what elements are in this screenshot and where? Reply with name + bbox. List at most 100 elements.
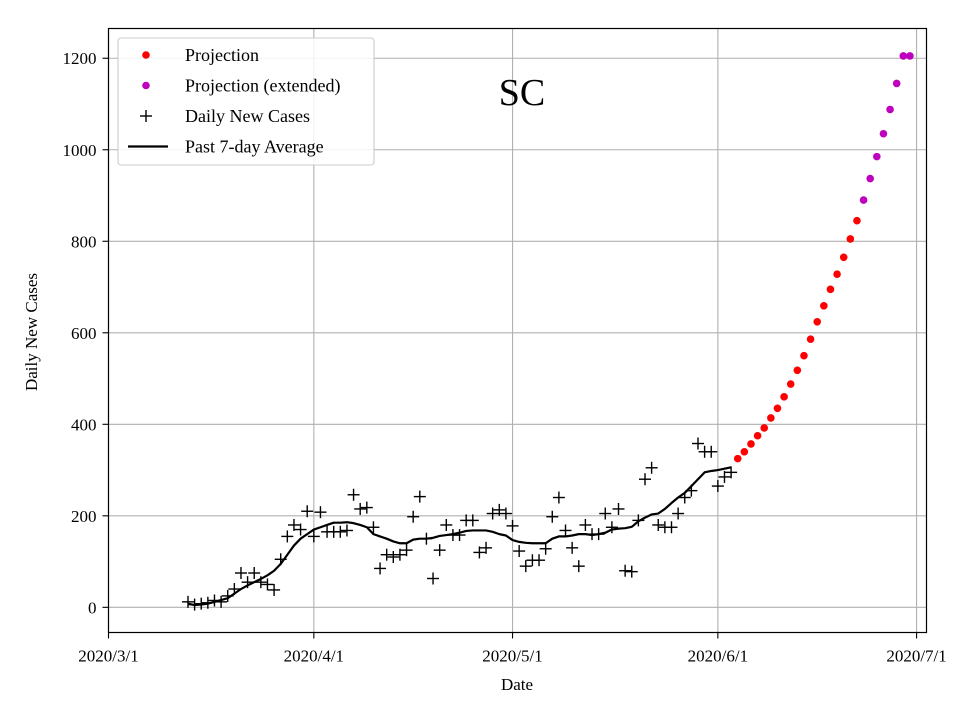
- projection-point: [826, 285, 835, 294]
- projection-point: [833, 270, 841, 279]
- daily-new-cases-point: [652, 518, 665, 531]
- daily-new-cases-point: [301, 505, 314, 518]
- daily-new-cases-point: [307, 530, 320, 543]
- projection-point: [806, 335, 815, 343]
- projection-extended-point: [886, 105, 894, 114]
- legend-label: Past 7-day Average: [185, 137, 324, 157]
- projection-point: [753, 431, 762, 440]
- daily-new-cases-point: [473, 546, 486, 559]
- daily-new-cases-point: [334, 525, 347, 538]
- daily-new-cases-point: [506, 519, 519, 532]
- daily-new-cases-point: [619, 564, 632, 577]
- projection-point: [839, 253, 848, 262]
- daily-new-cases-point: [665, 521, 678, 534]
- projection-point: [786, 380, 795, 388]
- projection-point: [793, 366, 802, 375]
- daily-new-cases-point: [572, 560, 585, 573]
- legend-box: [117, 37, 375, 166]
- daily-new-cases-point: [612, 502, 625, 515]
- plot-frame: [107, 27, 928, 634]
- daily-new-cases-point: [599, 507, 612, 520]
- legend: Projection Projection (extended) Daily New…: [117, 37, 375, 166]
- legend-marker-dot: [142, 81, 150, 90]
- daily-new-cases-point: [433, 544, 446, 557]
- legend-label: Daily New Cases: [185, 106, 310, 126]
- projection-point: [773, 404, 782, 413]
- y-tick-label: 600: [71, 324, 97, 343]
- projection-point: [780, 393, 788, 401]
- chart-title: SC: [499, 72, 545, 114]
- daily-new-cases-point: [234, 567, 247, 580]
- axis-ticks: 2020/3/1 2020/4/1 2020/5/1 2020/6/1 2020/7/1…: [63, 49, 947, 665]
- legend-marker-dot: [142, 51, 150, 59]
- daily-new-cases-point: [440, 518, 453, 531]
- projection-extended-point: [873, 152, 881, 161]
- daily-new-cases-point: [711, 480, 724, 493]
- daily-new-cases-point: [413, 490, 426, 503]
- y-tick-label: 1200: [63, 49, 97, 68]
- projection-point: [820, 301, 828, 310]
- daily-new-cases-point: [552, 491, 565, 504]
- daily-new-cases-point: [400, 544, 413, 557]
- projection-point: [740, 447, 749, 456]
- daily-new-cases-point: [519, 560, 532, 573]
- daily-new-cases-point: [340, 524, 353, 537]
- daily-new-cases-point: [453, 529, 466, 542]
- x-tick-label: 2020/7/1: [886, 647, 946, 666]
- daily-new-cases-point: [645, 461, 658, 474]
- projection-extended-point: [906, 52, 914, 60]
- daily-new-cases-point: [493, 503, 506, 516]
- daily-new-cases-point: [672, 507, 685, 520]
- legend-label: Projection (extended): [185, 76, 340, 97]
- daily-new-cases-point: [486, 507, 499, 520]
- projection-point: [747, 440, 755, 448]
- x-tick-label: 2020/6/1: [688, 647, 748, 666]
- y-tick-label: 800: [71, 232, 97, 251]
- daily-new-cases-point: [314, 506, 327, 519]
- daily-new-cases-point: [691, 437, 704, 450]
- legend-entry: Projection: [142, 45, 259, 65]
- projection-point: [760, 424, 769, 432]
- x-tick-label: 2020/4/1: [284, 647, 344, 666]
- daily-new-cases-point: [360, 501, 373, 514]
- daily-new-cases-point: [281, 530, 294, 543]
- x-axis-label: Date: [501, 675, 533, 694]
- daily-new-cases-point: [261, 578, 274, 591]
- y-tick-label: 0: [88, 598, 97, 617]
- projection-extended-point: [859, 196, 868, 204]
- y-tick-label: 1000: [63, 141, 97, 160]
- daily-new-cases-point: [605, 521, 618, 534]
- x-tick-label: 2020/5/1: [482, 647, 542, 666]
- daily-new-cases-point: [579, 518, 592, 531]
- plot-series: [181, 52, 914, 611]
- daily-new-cases-point: [546, 510, 559, 523]
- daily-new-cases-point: [480, 541, 493, 554]
- daily-new-cases-point: [347, 488, 360, 501]
- y-axis-label: Daily New Cases: [22, 273, 41, 391]
- daily-new-cases-point: [513, 545, 526, 558]
- daily-new-cases-point: [566, 541, 579, 554]
- projection-point: [800, 351, 808, 360]
- daily-new-cases-point: [533, 554, 546, 567]
- daily-new-cases-point: [387, 551, 400, 563]
- daily-new-cases-point: [374, 562, 387, 575]
- daily-new-cases-point: [354, 502, 367, 515]
- daily-new-cases-point: [559, 524, 572, 537]
- daily-new-cases-point: [466, 514, 479, 527]
- projection-point: [733, 454, 742, 463]
- y-tick-label: 400: [71, 415, 97, 434]
- projection-extended-point: [866, 174, 875, 183]
- daily-new-cases-point: [499, 507, 512, 520]
- daily-new-cases-point: [287, 518, 300, 531]
- past-7-day-average-line: [187, 466, 732, 607]
- daily-new-cases-point: [248, 567, 261, 580]
- projection-point: [846, 235, 855, 243]
- daily-new-cases-point: [718, 470, 731, 483]
- y-tick-label: 200: [71, 507, 97, 526]
- daily-new-cases-point: [539, 542, 552, 555]
- daily-new-cases-point: [380, 548, 393, 561]
- legend-label: Projection: [185, 45, 259, 65]
- projection-point: [813, 318, 822, 326]
- daily-new-cases-point: [407, 510, 420, 523]
- daily-new-cases-point: [705, 445, 718, 458]
